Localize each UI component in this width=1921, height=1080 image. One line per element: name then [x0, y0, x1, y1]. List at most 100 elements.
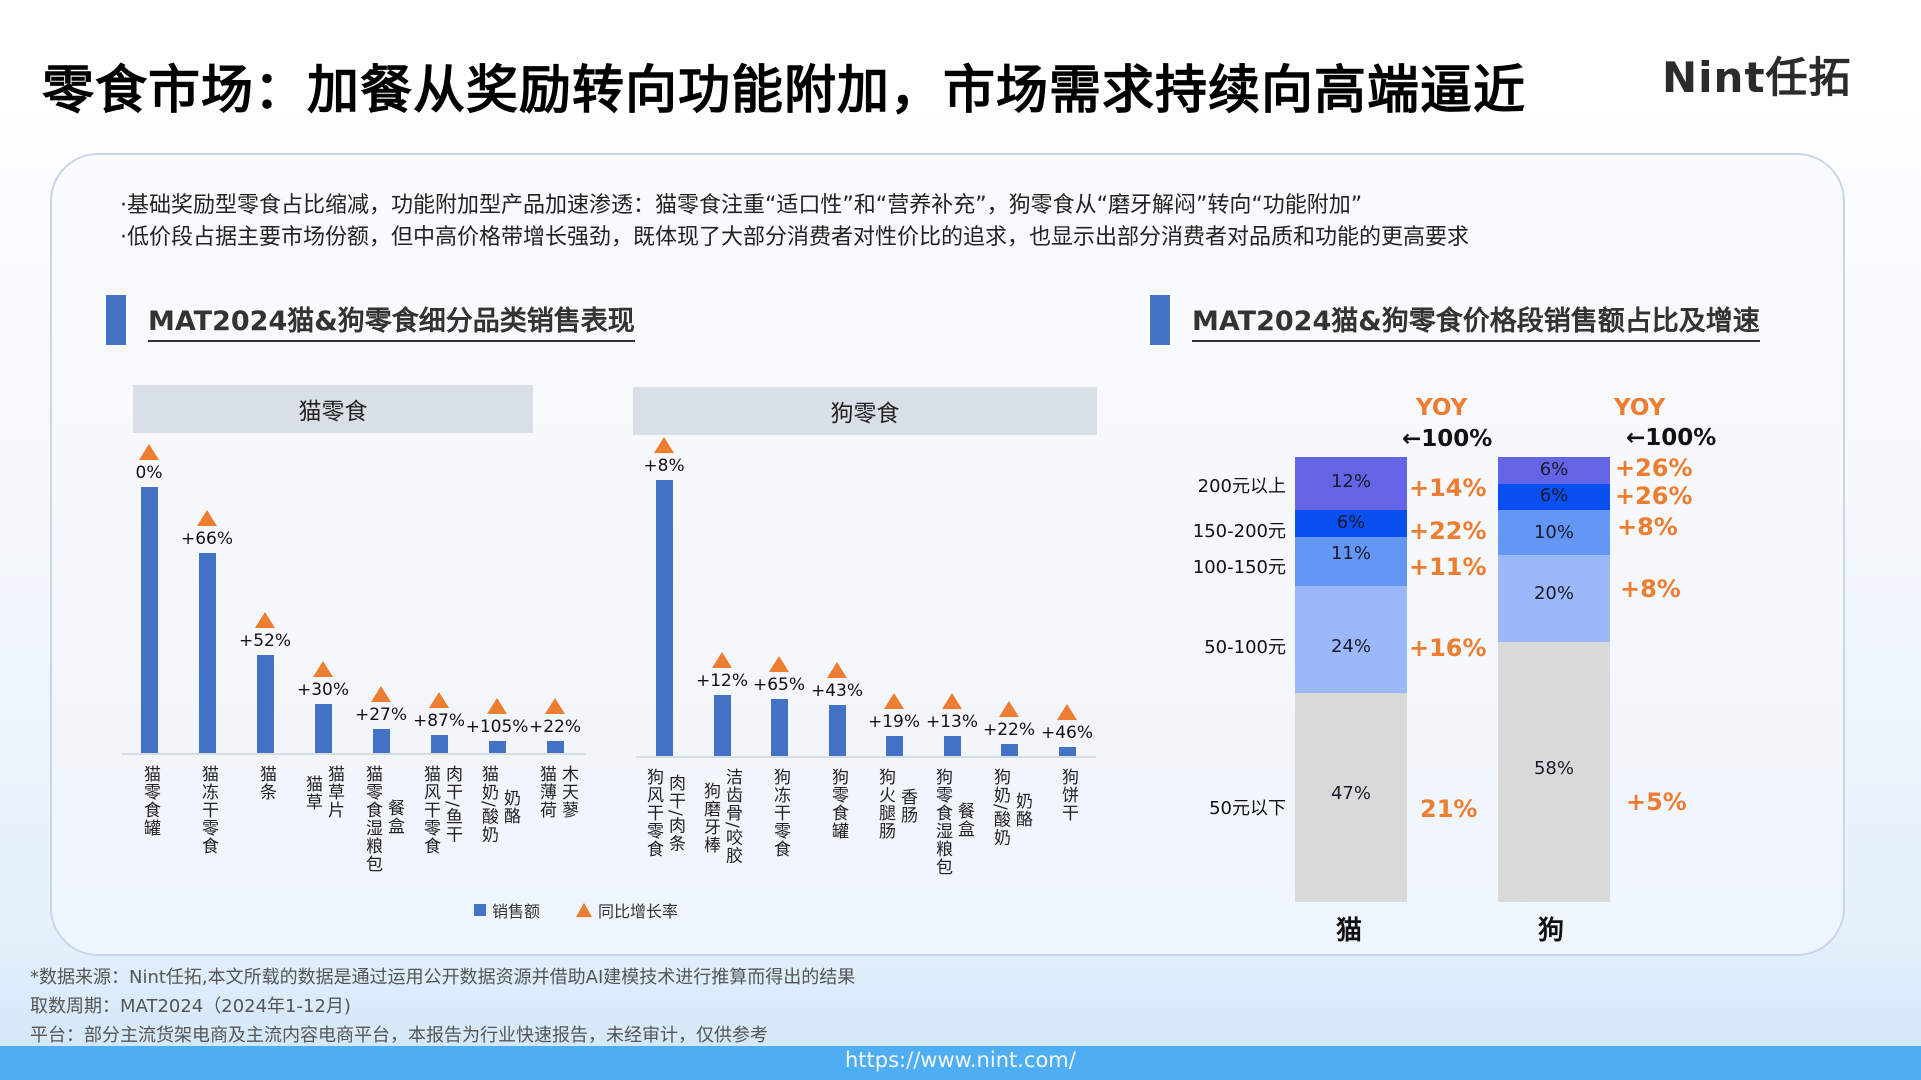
- price-label-below50: 50元以下: [1209, 798, 1286, 819]
- dog-category-label: 狗奶/酸奶: [990, 768, 1010, 847]
- dog-yoy-150-200: +26%: [1615, 482, 1693, 510]
- page-title: 零食市场：加餐从奖励转向功能附加，市场需求持续向高端逼近: [42, 61, 1527, 121]
- cat-yoy-label: +87%: [412, 711, 466, 731]
- footnote-period: 取数周期：MAT2024（2024年1-12月): [30, 996, 351, 1017]
- dog-seg-below50: 58%: [1498, 642, 1610, 902]
- cat-yoy-label: +27%: [354, 705, 408, 725]
- growth-triangle-icon: [942, 693, 962, 709]
- footnote-platform: 平台：部分主流货架电商及主流内容电商平台，本报告为行业快速报告，未经审计，仅供参…: [30, 1025, 768, 1046]
- cat-category-label: 猫风干零食: [420, 765, 440, 855]
- growth-triangle-icon: [545, 698, 565, 714]
- cat-sales-bar: [257, 655, 274, 753]
- dog-category-label: 狗冻干零食: [770, 768, 790, 858]
- cat-sales-bar: [547, 741, 564, 753]
- dog-yoy-label: +12%: [695, 671, 749, 691]
- dog-yoy-50-100: +8%: [1620, 575, 1681, 603]
- cat-yoy-label: +105%: [465, 717, 529, 737]
- dog-category-label: 肉干/肉条: [665, 774, 685, 853]
- cat-yoy-100-150: +11%: [1409, 553, 1487, 581]
- price-label-150-200: 150-200元: [1192, 521, 1286, 542]
- cat-seg-100-150: 11%: [1295, 537, 1407, 586]
- cat-price-stack: 12% 6% 11% 24% 47%: [1295, 457, 1407, 902]
- cat-snack-tab: 猫零食: [133, 385, 533, 433]
- cat-category-label: 木天蓼: [558, 765, 578, 819]
- cat-seg-below50: 47%: [1295, 693, 1407, 902]
- left-section-header: MAT2024猫&狗零食细分品类销售表现: [106, 295, 635, 345]
- dog-total-label: ←100%: [1626, 425, 1717, 451]
- sales-legend-label: 销售额: [492, 902, 541, 921]
- dog-category-label: 狗风干零食: [643, 768, 663, 858]
- dog-category-label: 狗零食湿粮包: [932, 768, 952, 876]
- dog-yoy-header: YOY: [1614, 395, 1666, 421]
- growth-triangle-icon: [139, 444, 159, 460]
- website-link[interactable]: https://www.nint.com/: [845, 1048, 1076, 1072]
- cat-sales-bar: [431, 735, 448, 753]
- growth-triangle-icon: [371, 686, 391, 702]
- dog-seg-150-200: 6%: [1498, 484, 1610, 510]
- cat-category-label: 肉干/鱼干: [442, 765, 462, 844]
- growth-triangle-icon: [769, 656, 789, 672]
- cat-sales-bar: [373, 729, 390, 753]
- price-label-200plus: 200元以上: [1197, 476, 1286, 497]
- bullet-2: ·低价段占据主要市场份额，但中高价格带增长强劲，既体现了大部分消费者对性价比的追…: [120, 225, 1469, 250]
- cat-yoy-label: +52%: [238, 631, 292, 651]
- growth-triangle-icon: [197, 510, 217, 526]
- summary-bullets: ·基础奖励型零食占比缩减，功能附加型产品加速渗透：猫零食注重“适口性”和“营养补…: [120, 190, 1469, 254]
- cat-stack-label: 猫: [1336, 916, 1363, 946]
- right-section-header: MAT2024猫&狗零食价格段销售额占比及增速: [1150, 295, 1760, 345]
- footnote: *数据来源：Nint任拓,本文所载的数据是通过运用公开数据资源并借助AI建模技术…: [30, 963, 855, 1050]
- cat-seg-50-100: 24%: [1295, 586, 1407, 693]
- cat-category-label: 猫薄荷: [536, 765, 556, 819]
- dog-category-label: 狗零食罐: [828, 768, 848, 840]
- dog-yoy-100-150: +8%: [1617, 513, 1678, 541]
- growth-triangle-icon: [487, 698, 507, 714]
- dog-snack-tab: 狗零食: [633, 387, 1097, 435]
- dog-yoy-label: +19%: [867, 712, 921, 732]
- dog-sales-bar: [886, 736, 903, 756]
- cat-category-label: 猫草片: [324, 765, 344, 819]
- dog-yoy-label: +8%: [643, 456, 685, 476]
- dog-yoy-label: +22%: [982, 720, 1036, 740]
- cat-yoy-150-200: +22%: [1409, 517, 1487, 545]
- cat-category-label: 猫零食湿粮包: [362, 765, 382, 873]
- growth-triangle-icon: [654, 437, 674, 453]
- dog-category-label: 狗饼干: [1058, 768, 1078, 822]
- footnote-source: *数据来源：Nint任拓,本文所载的数据是通过运用公开数据资源并借助AI建模技术…: [30, 967, 856, 988]
- dog-yoy-below50: +5%: [1626, 788, 1687, 816]
- growth-triangle-icon: [1057, 704, 1077, 720]
- cat-yoy-label: +66%: [180, 529, 234, 549]
- cat-chart-baseline: [122, 753, 586, 755]
- chart-legend: 销售额 同比增长率: [474, 898, 678, 922]
- dog-sales-bar: [771, 699, 788, 756]
- dog-seg-100-150: 10%: [1498, 510, 1610, 555]
- footer-band: [0, 1046, 1921, 1080]
- cat-sales-bar: [199, 553, 216, 753]
- growth-triangle-icon: [827, 662, 847, 678]
- price-label-50-100: 50-100元: [1204, 637, 1286, 658]
- dog-seg-200plus: 6%: [1498, 457, 1610, 484]
- growth-triangle-icon: [255, 612, 275, 628]
- cat-yoy-50-100: +16%: [1409, 634, 1487, 662]
- dog-chart-baseline: [636, 756, 1096, 758]
- yoy-legend-label: 同比增长率: [598, 902, 679, 921]
- growth-triangle-icon: [712, 652, 732, 668]
- nint-logo: Nint任拓: [1662, 53, 1852, 102]
- dog-category-label: 香肠: [897, 788, 917, 824]
- growth-triangle-icon: [429, 692, 449, 708]
- dog-seg-50-100: 20%: [1498, 555, 1610, 642]
- cat-category-label: 奶酪: [500, 789, 520, 825]
- section-accent-bar: [1150, 295, 1170, 345]
- growth-triangle-icon: [884, 693, 904, 709]
- dog-sales-bar: [1059, 747, 1076, 756]
- dog-sales-bar: [1001, 744, 1018, 756]
- dog-yoy-label: +65%: [752, 675, 806, 695]
- dog-stack-label: 狗: [1538, 916, 1565, 946]
- dog-sales-bar: [656, 480, 673, 756]
- cat-sales-bar: [315, 704, 332, 753]
- cat-sales-bar: [489, 741, 506, 753]
- cat-yoy-header: YOY: [1416, 395, 1468, 421]
- cat-yoy-label: 0%: [135, 463, 163, 483]
- cat-category-label: 猫奶/酸奶: [478, 765, 498, 844]
- right-section-title: MAT2024猫&狗零食价格段销售额占比及增速: [1192, 299, 1760, 342]
- cat-yoy-below50: 21%: [1420, 795, 1478, 823]
